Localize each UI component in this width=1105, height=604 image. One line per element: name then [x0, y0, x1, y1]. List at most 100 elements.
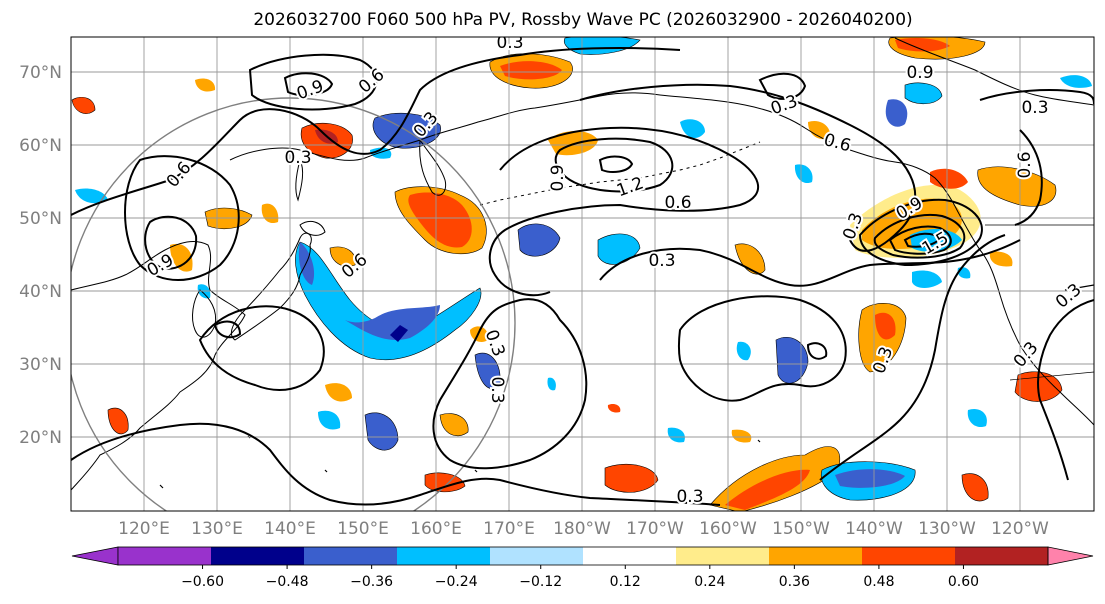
graticule — [71, 37, 1094, 511]
negative-anomaly-region — [563, 37, 641, 55]
colorbar-tick-label: −0.36 — [350, 574, 393, 590]
contour-line — [873, 214, 966, 259]
contour-label: 0.3 — [1021, 98, 1048, 118]
positive-anomaly-region — [439, 413, 469, 436]
negative-anomaly-region — [885, 99, 908, 127]
positive-anomaly-region — [71, 97, 96, 114]
positive-anomaly-region — [961, 473, 989, 502]
lon-label: 150°E — [337, 519, 389, 539]
negative-anomaly-region — [295, 241, 482, 360]
positive-anomaly-region — [1060, 75, 1092, 88]
colorbar-segment — [211, 547, 304, 565]
anomaly-shading — [71, 37, 1092, 511]
contour-line — [71, 46, 681, 216]
korea-coastline — [192, 289, 217, 338]
contour-line — [598, 155, 634, 173]
contour-line — [554, 137, 674, 193]
colorbar: −0.60 −0.48 −0.36 −0.24 −0.12 0.12 0.24 0.36 0.4… — [71, 546, 1094, 590]
colorbar-segment — [583, 547, 676, 565]
contour-line — [903, 232, 942, 248]
contour-label: 0.9 — [548, 164, 568, 191]
negative-anomaly-region — [912, 270, 942, 288]
colorbar-segment — [676, 547, 769, 565]
canada-coastline — [894, 37, 1094, 106]
contour-line — [198, 305, 325, 391]
colorbar-tick-label: 0.60 — [948, 574, 979, 590]
contour-line — [488, 126, 760, 297]
positive-anomaly-region — [424, 472, 466, 493]
contour-labels: 0.3 0.6 0.9 0.3 0.3 0.6 0.9 0.6 0.9 1.2 … — [142, 33, 1088, 509]
lat-label: 50°N — [19, 209, 62, 229]
contour-line — [71, 422, 721, 506]
contour-label: 0.3 — [676, 487, 703, 507]
lat-label: 70°N — [19, 63, 62, 83]
colorbar-extend-min — [71, 546, 119, 566]
colorbar-segment — [118, 547, 211, 565]
positive-anomaly-core — [500, 61, 562, 80]
lat-label: 30°N — [19, 355, 62, 375]
lon-label: 120°W — [991, 519, 1049, 539]
negative-anomaly-region — [904, 82, 943, 105]
contour-line — [124, 155, 240, 281]
negative-anomaly-region — [474, 352, 501, 390]
positive-anomaly-region — [977, 166, 1057, 207]
contour-line — [283, 72, 334, 97]
negative-anomaly-core — [835, 469, 905, 488]
lon-label: 170°E — [483, 519, 535, 539]
positive-anomaly-region — [989, 251, 1013, 267]
negative-anomaly-region — [794, 164, 813, 184]
lon-label: 160°E — [410, 519, 462, 539]
contour-line — [248, 53, 378, 111]
colorbar-tick-label: 0.12 — [610, 574, 641, 590]
positive-anomaly-core — [875, 312, 896, 340]
contour-line — [819, 234, 1006, 481]
lon-label: 150°W — [772, 519, 830, 539]
positive-anomaly-core — [408, 192, 472, 248]
negative-anomaly-region — [736, 341, 751, 361]
hokkaido-coastline — [299, 221, 326, 236]
positive-anomaly-core — [725, 469, 810, 510]
positive-anomaly-core — [895, 38, 950, 52]
contour-label: 0.3 — [648, 251, 675, 271]
contour-label: 0.3 — [487, 376, 507, 403]
contour-line — [599, 239, 1021, 287]
negative-anomaly-region — [680, 119, 705, 138]
lon-label: 170°W — [626, 519, 684, 539]
pv-contours — [71, 46, 1094, 506]
kamchatka-coastline — [419, 138, 447, 196]
sakhalin-coastline — [295, 158, 304, 202]
lon-label: 180°W — [553, 519, 611, 539]
colorbar-tick-label: 0.36 — [779, 574, 810, 590]
lon-label: 130°E — [191, 519, 243, 539]
colorbar-tick-label: −0.60 — [181, 574, 224, 590]
lon-label: 160°W — [699, 519, 757, 539]
contour-label: 0.3 — [496, 33, 523, 53]
positive-anomaly-region — [170, 243, 193, 272]
colorbar-segment — [862, 547, 955, 565]
colorbar-segment — [955, 547, 1048, 565]
lon-label: 140°W — [845, 519, 903, 539]
negative-anomaly-core — [345, 305, 440, 340]
positive-anomaly-region — [604, 463, 659, 493]
positive-anomaly-region — [107, 407, 129, 435]
negative-anomaly-region — [75, 188, 108, 204]
contour-label: 0.9 — [906, 63, 933, 83]
colorbar-segment — [490, 547, 583, 565]
lon-label: 140°E — [264, 519, 316, 539]
contour-line — [888, 225, 952, 255]
colorbar-tick-label: −0.24 — [435, 574, 478, 590]
positive-anomaly-region — [329, 246, 356, 267]
negative-anomaly-region — [775, 336, 809, 384]
positive-anomaly-region — [731, 429, 752, 443]
contour-line — [144, 215, 198, 270]
contour-line — [806, 342, 828, 360]
figure-title: 2026032700 F060 500 hPa PV, Rossby Wave … — [253, 10, 912, 30]
lat-label: 20°N — [19, 428, 62, 448]
border-us-mexico — [1009, 371, 1094, 381]
map-frame — [70, 36, 1095, 512]
negative-anomaly-region — [547, 377, 556, 391]
contour-line — [979, 89, 1094, 105]
negative-anomaly-region — [667, 427, 685, 443]
contour-line — [579, 83, 917, 252]
